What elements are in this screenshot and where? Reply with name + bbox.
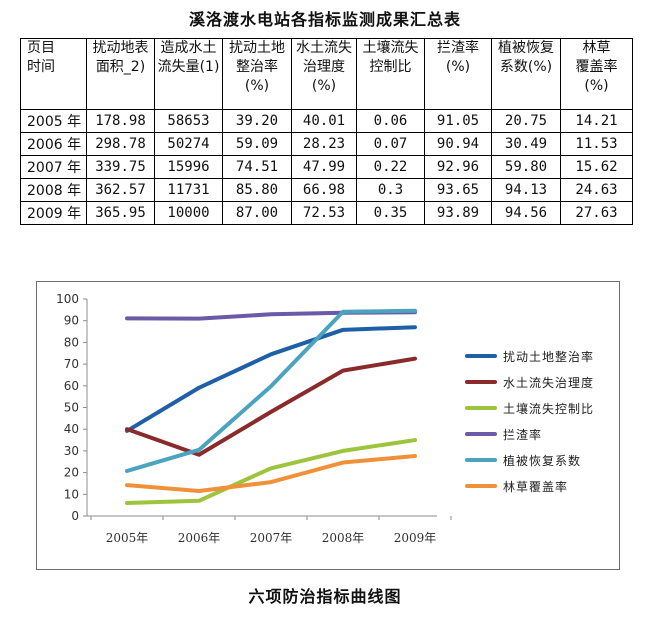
table-cell: 91.05 <box>424 109 492 133</box>
table-cell: 50274 <box>154 132 223 156</box>
table-cell: 30.49 <box>491 132 561 156</box>
table-cell: 59.09 <box>222 132 292 156</box>
table-cell: 90.94 <box>424 132 492 156</box>
table-cell: 339.75 <box>86 155 155 179</box>
table-row: 2005 年 178.98 58653 39.20 40.01 0.06 91.… <box>20 109 633 133</box>
legend-label: 林草覆盖率 <box>503 479 568 494</box>
legend-label: 扰动土地整治率 <box>503 349 594 364</box>
table-row: 2006 年 298.78 50274 59.09 28.23 0.07 90.… <box>20 132 633 156</box>
table-cell: 85.80 <box>222 178 292 202</box>
table-cell: 11731 <box>154 178 223 202</box>
header-cell: 土壤流失 控制比 <box>356 38 425 110</box>
table-cell: 178.98 <box>86 109 155 133</box>
header-cell: 林草 覆盖率 (%) <box>560 38 633 110</box>
y-tick-label: 10 <box>64 487 79 501</box>
table-cell: 2005 年 <box>20 109 87 133</box>
table-cell: 72.53 <box>291 201 357 225</box>
table-cell: 59.80 <box>491 155 561 179</box>
table-row: 2008 年 362.57 11731 85.80 66.98 0.3 93.6… <box>20 178 633 202</box>
table-cell: 28.23 <box>291 132 357 156</box>
header-cell: 拦渣率 (%) <box>424 38 492 110</box>
table-cell: 0.3 <box>356 178 425 202</box>
series-line <box>125 454 417 493</box>
table-cell: 14.21 <box>560 109 633 133</box>
legend-label: 水土流失治理度 <box>503 375 594 390</box>
y-tick-label: 100 <box>56 292 79 306</box>
table-cell: 47.99 <box>291 155 357 179</box>
table-cell: 11.53 <box>560 132 633 156</box>
y-tick-label: 70 <box>64 357 79 371</box>
table-cell: 24.63 <box>560 178 633 202</box>
y-tick-label: 50 <box>64 401 79 415</box>
table-cell: 2006 年 <box>20 132 87 156</box>
table-cell: 0.22 <box>356 155 425 179</box>
table-cell: 66.98 <box>291 178 357 202</box>
table-cell: 0.07 <box>356 132 425 156</box>
table-cell: 2009 年 <box>20 201 87 225</box>
table-cell: 94.13 <box>491 178 561 202</box>
table-cell: 0.06 <box>356 109 425 133</box>
header-cell: 植被恢复 系数(%) <box>491 38 561 110</box>
series-line <box>125 438 417 505</box>
table-header-row: 页目 时间 扰动地表 面积_2) 造成水土 流失量(1) 扰动土地 整治率 (%… <box>20 38 633 110</box>
x-tick-label: 2006年 <box>178 531 221 545</box>
table-title: 溪洛渡水电站各指标监测成果汇总表 <box>188 10 461 29</box>
table-row: 2009 年 365.95 10000 87.00 72.53 0.35 93.… <box>20 201 633 225</box>
y-tick-label: 90 <box>64 314 79 328</box>
table-cell: 94.56 <box>491 201 561 225</box>
header-cell: 水土流失 治理度 (%) <box>291 38 357 110</box>
table-cell: 93.89 <box>424 201 492 225</box>
table-cell: 92.96 <box>424 155 492 179</box>
table-cell: 74.51 <box>222 155 292 179</box>
y-tick-label: 40 <box>64 422 79 436</box>
y-tick-label: 0 <box>71 509 79 523</box>
header-cell: 扰动地表 面积_2) <box>86 38 155 110</box>
x-tick-label: 2007年 <box>250 531 293 545</box>
table-cell: 10000 <box>154 201 223 225</box>
table-cell: 20.75 <box>491 109 561 133</box>
x-tick-label: 2008年 <box>322 531 365 545</box>
series-line <box>125 356 417 457</box>
table-cell: 87.00 <box>222 201 292 225</box>
summary-table: 页目 时间 扰动地表 面积_2) 造成水土 流失量(1) 扰动土地 整治率 (%… <box>20 38 633 225</box>
table-cell: 362.57 <box>86 178 155 202</box>
x-tick-label: 2009年 <box>394 531 437 545</box>
y-tick-label: 30 <box>64 444 79 458</box>
chart-canvas: 0 10 20 30 40 50 60 70 80 90 100 2005年 2006年 2007年 200… <box>56 292 594 545</box>
header-cell: 造成水土 流失量(1) <box>154 38 223 110</box>
legend-label: 土壤流失控制比 <box>503 401 594 416</box>
chart-caption: 六项防治指标曲线图 <box>248 587 402 606</box>
table-cell: 58653 <box>154 109 223 133</box>
legend-label: 植被恢复系数 <box>503 453 581 468</box>
header-cell: 页目 时间 <box>20 38 87 110</box>
table-cell: 93.65 <box>424 178 492 202</box>
table-row: 2007 年 339.75 15996 74.51 47.99 0.22 92.… <box>20 155 633 179</box>
series-line <box>125 308 417 473</box>
table-cell: 365.95 <box>86 201 155 225</box>
table-cell: 15.62 <box>560 155 633 179</box>
series-line <box>125 325 417 433</box>
table-cell: 2007 年 <box>20 155 87 179</box>
legend-label: 拦渣率 <box>503 427 542 442</box>
table-cell: 15996 <box>154 155 223 179</box>
y-tick-label: 80 <box>64 335 79 349</box>
table-cell: 27.63 <box>560 201 633 225</box>
x-tick-label: 2005年 <box>106 531 149 545</box>
line-chart: 0 10 20 30 40 50 60 70 80 90 100 2005年 2006年 2007年 200… <box>36 281 620 570</box>
y-tick-label: 60 <box>64 379 79 393</box>
table-cell: 298.78 <box>86 132 155 156</box>
table-cell: 39.20 <box>222 109 292 133</box>
header-cell: 扰动土地 整治率 (%) <box>222 38 292 110</box>
table-cell: 0.35 <box>356 201 425 225</box>
table-cell: 40.01 <box>291 109 357 133</box>
table-cell: 2008 年 <box>20 178 87 202</box>
y-tick-label: 20 <box>64 466 79 480</box>
